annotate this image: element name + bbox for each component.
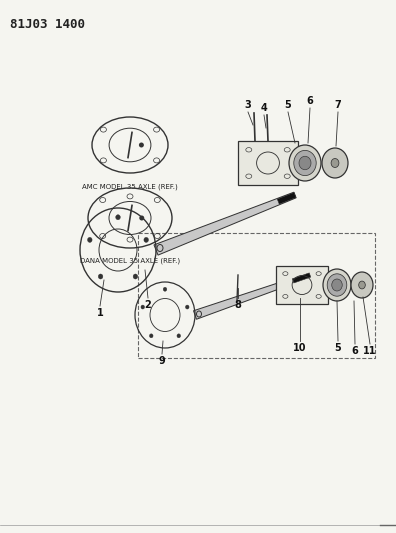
Ellipse shape <box>139 215 144 221</box>
Text: 2: 2 <box>145 300 151 310</box>
Polygon shape <box>238 141 298 185</box>
Ellipse shape <box>177 334 181 338</box>
Ellipse shape <box>133 274 138 279</box>
Ellipse shape <box>359 281 365 289</box>
Ellipse shape <box>144 237 148 243</box>
Ellipse shape <box>98 274 103 279</box>
Ellipse shape <box>351 272 373 298</box>
Text: 6: 6 <box>352 346 358 356</box>
Ellipse shape <box>299 156 311 169</box>
Ellipse shape <box>88 237 92 243</box>
Text: 3: 3 <box>245 100 251 110</box>
Ellipse shape <box>331 158 339 167</box>
Polygon shape <box>276 266 328 304</box>
Ellipse shape <box>327 274 347 296</box>
Polygon shape <box>194 273 311 319</box>
Text: 5: 5 <box>335 343 341 353</box>
Text: 81J03 1400: 81J03 1400 <box>10 18 85 31</box>
Text: 10: 10 <box>293 343 307 353</box>
Ellipse shape <box>163 287 167 291</box>
Ellipse shape <box>294 150 316 175</box>
Ellipse shape <box>185 305 189 309</box>
Ellipse shape <box>139 142 144 148</box>
Text: 5: 5 <box>285 100 291 110</box>
Polygon shape <box>277 192 296 204</box>
Text: 1: 1 <box>97 308 103 318</box>
Ellipse shape <box>141 305 145 309</box>
Text: AMC MODEL 35 AXLE (REF.): AMC MODEL 35 AXLE (REF.) <box>82 183 178 190</box>
Ellipse shape <box>116 215 120 220</box>
Ellipse shape <box>323 269 351 301</box>
Ellipse shape <box>289 145 321 181</box>
Text: 4: 4 <box>261 103 267 113</box>
Ellipse shape <box>322 148 348 178</box>
Text: 6: 6 <box>307 96 313 106</box>
Text: 11: 11 <box>363 346 377 356</box>
Text: 8: 8 <box>234 300 242 310</box>
Ellipse shape <box>149 334 153 338</box>
Polygon shape <box>292 273 311 283</box>
Text: 9: 9 <box>159 356 166 366</box>
Text: 7: 7 <box>335 100 341 110</box>
Ellipse shape <box>332 279 342 291</box>
Polygon shape <box>154 192 296 255</box>
Text: DANA MODEL 35 AXLE (REF.): DANA MODEL 35 AXLE (REF.) <box>80 258 180 264</box>
